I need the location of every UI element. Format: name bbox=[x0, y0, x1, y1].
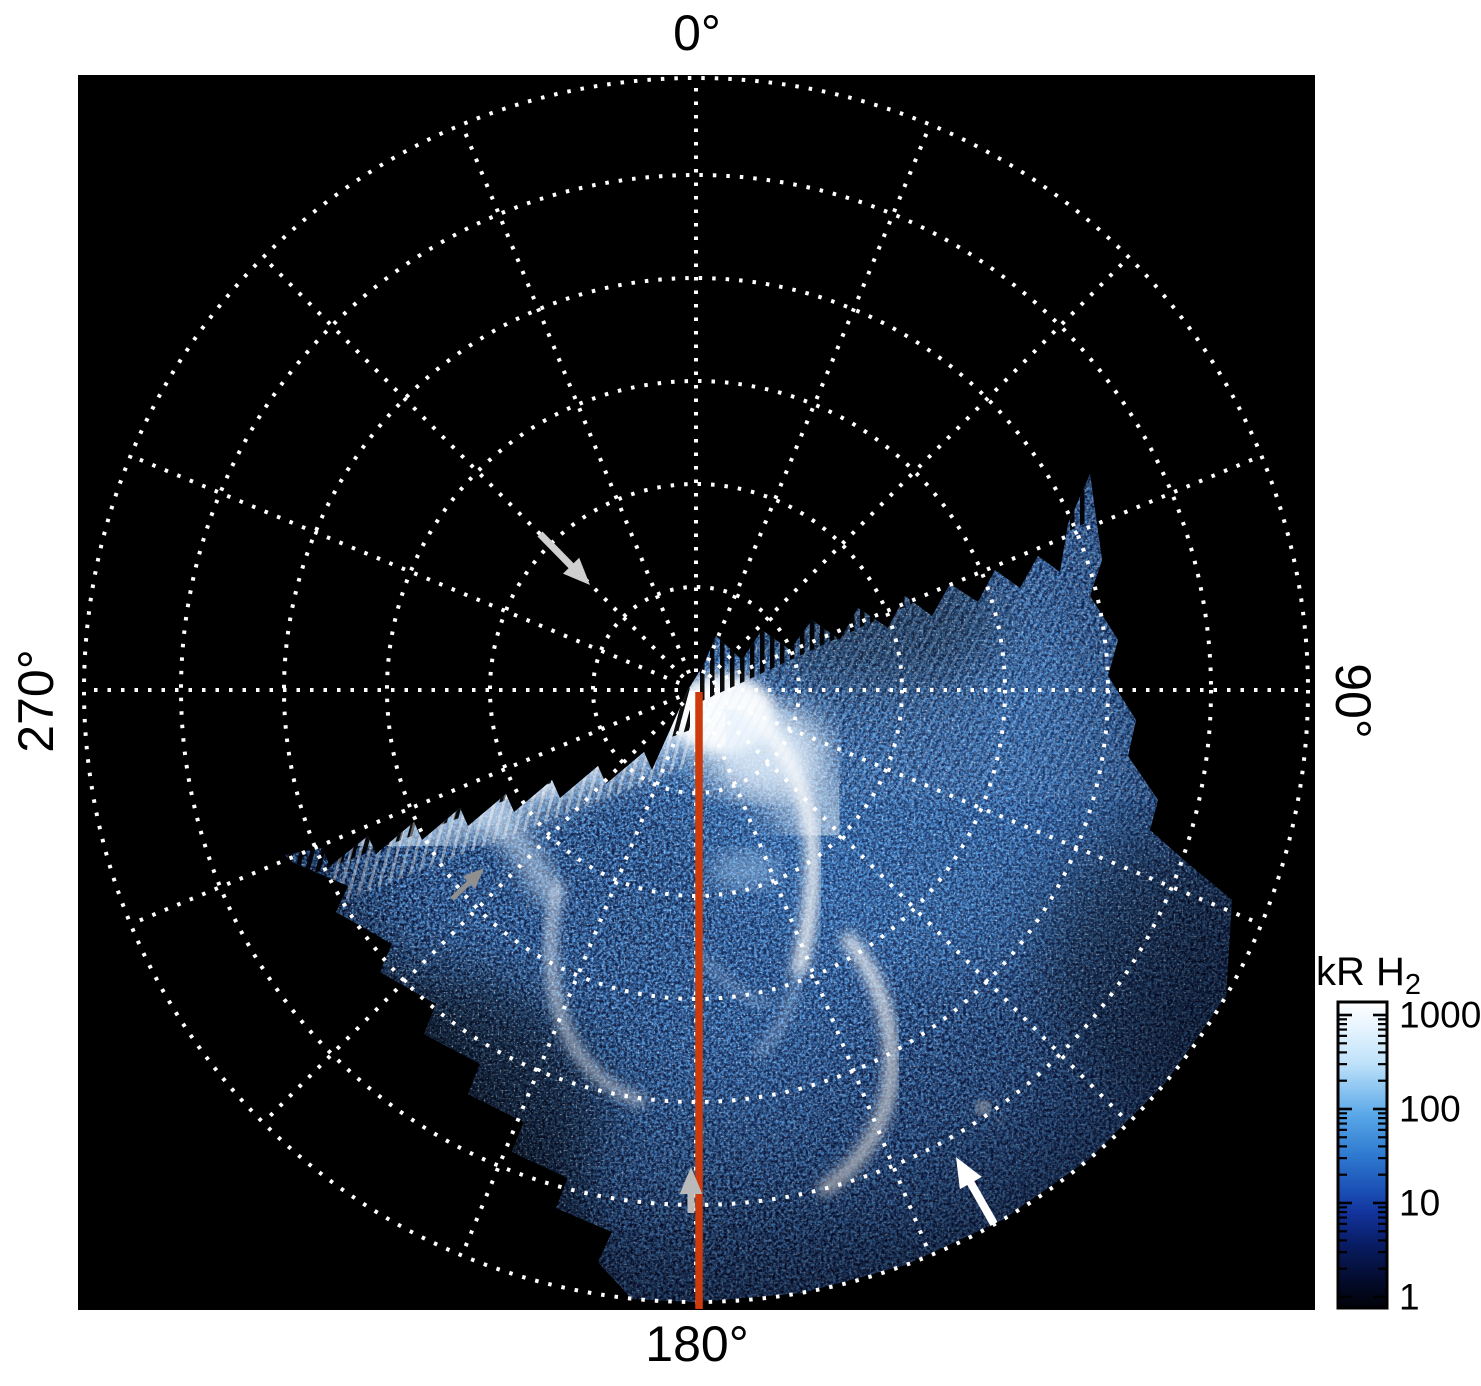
colorbar-title-main: kR H bbox=[1316, 950, 1405, 994]
gray-arrow-mid-left-shaft bbox=[450, 878, 473, 901]
grid-radial-line bbox=[701, 705, 933, 1257]
grid-radial-line bbox=[707, 255, 1131, 679]
gray-arrow-upper-left-head bbox=[563, 557, 590, 585]
white-arrow-bottom-right-head bbox=[956, 1157, 982, 1190]
colorbar-tick-label: 1000 bbox=[1399, 995, 1481, 1036]
gray-arrow-upper-left-shaft bbox=[537, 531, 576, 571]
grid-radial-line bbox=[711, 453, 1263, 685]
grid-radial-line bbox=[707, 701, 1131, 1125]
angle-label-bottom: 180° bbox=[645, 1316, 748, 1372]
grid-radial-line bbox=[129, 453, 681, 685]
colorbar-tick-label: 100 bbox=[1399, 1089, 1461, 1130]
grid-radial-line bbox=[701, 123, 933, 675]
gray-arrow-mid-left-head bbox=[462, 868, 484, 889]
angle-label-right: 90° bbox=[1325, 663, 1381, 739]
white-arrow-bottom-right-shaft bbox=[965, 1178, 998, 1226]
colorbar-tick-label: 10 bbox=[1399, 1183, 1440, 1224]
grid-circle bbox=[591, 585, 801, 795]
colorbar-ticks: 1000 100 10 1 bbox=[1339, 995, 1481, 1318]
grid-radial-line bbox=[711, 695, 1263, 927]
colorbar-title: kR H2 bbox=[1316, 950, 1421, 1001]
gray-arrow-bottom-head bbox=[679, 1167, 703, 1194]
colorbar-title-sub: 2 bbox=[1405, 969, 1421, 1001]
grid-radial-line bbox=[459, 705, 691, 1257]
grid-radial-line bbox=[459, 123, 691, 675]
colorbar-gradient bbox=[1336, 1000, 1389, 1310]
angle-label-top: 0° bbox=[673, 5, 721, 61]
overlays bbox=[450, 531, 998, 1309]
grid-radial-line bbox=[129, 695, 681, 927]
grid-radial-line bbox=[261, 255, 685, 679]
angle-label-left: 270° bbox=[8, 649, 64, 752]
grid-radial-line bbox=[261, 701, 685, 1125]
colorbar-tick-label: 1 bbox=[1399, 1277, 1420, 1318]
grid-circle bbox=[385, 379, 1007, 1001]
grid-circle bbox=[179, 173, 1213, 1207]
grid-circle bbox=[488, 482, 904, 898]
